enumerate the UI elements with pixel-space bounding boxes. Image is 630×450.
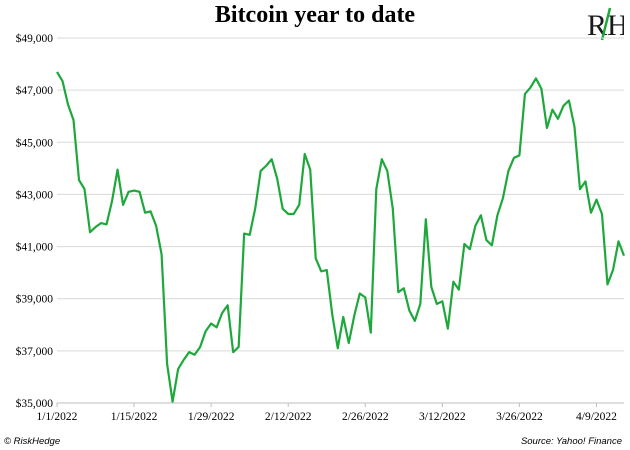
x-tick-label: 1/15/2022 [111,411,158,423]
y-tick-label: $47,000 [16,84,54,97]
y-tick-label: $49,000 [16,32,54,45]
x-tick-label: 2/26/2022 [342,411,389,423]
y-tick-label: $43,000 [16,188,54,201]
riskhedge-logo: RH [587,7,624,42]
y-tick-label: $39,000 [16,293,54,306]
x-tick-label: 1/29/2022 [188,411,235,423]
x-tick-label: 3/26/2022 [496,411,543,423]
y-tick-label: $35,000 [16,397,54,410]
copyright-text: © RiskHedge [4,436,61,447]
gridlines [57,37,624,404]
x-axis-ticks: 1/1/2022 1/15/2022 1/29/2022 2/12/2022 2/26/… [37,403,617,423]
y-axis-ticks: $35,000 $37,000 $39,000 $41,000 $43,000 $45,0… [16,32,54,410]
source-text: Source: Yahoo! Finance [520,436,622,447]
y-tick-label: $41,000 [16,241,54,254]
x-tick-label: 2/12/2022 [265,411,312,423]
y-tick-label: $37,000 [16,345,54,358]
x-tick-label: 4/9/2022 [576,411,617,423]
chart-title: Bitcoin year to date [214,2,416,28]
x-tick-label: 1/1/2022 [37,411,78,423]
x-tick-label: 3/12/2022 [419,411,466,423]
logo-accent-stroke [600,7,612,41]
y-tick-label: $45,000 [16,136,54,149]
bitcoin-price-line [56,71,626,403]
